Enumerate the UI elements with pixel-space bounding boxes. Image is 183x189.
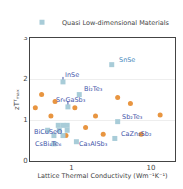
svg-text:Sb₂Te₃: Sb₂Te₃	[122, 113, 143, 121]
svg-text:Lattice Thermal Conductivity (: Lattice Thermal Conductivity (Wm⁻¹K⁻¹)	[37, 172, 167, 180]
svg-text:Quasi Low-dimensional Material: Quasi Low-dimensional Materials	[62, 19, 170, 27]
svg-text:3: 3	[23, 34, 28, 43]
svg-text:10: 10	[147, 164, 156, 172]
svg-text:1: 1	[23, 116, 27, 124]
svg-text:BiCuSeO: BiCuSeO	[34, 128, 62, 136]
svg-text:1: 1	[69, 164, 73, 172]
svg-text:2: 2	[23, 75, 27, 83]
svg-text:SnSe: SnSe	[119, 56, 135, 64]
svg-text:Ca₃AlSb₃: Ca₃AlSb₃	[79, 140, 108, 148]
svg-text:InSe: InSe	[65, 71, 79, 79]
svg-text:CsBi₄Te₆: CsBi₄Te₆	[35, 140, 62, 148]
svg-text:zTᵀₘₐₓ: zTᵀₘₐₓ	[13, 89, 21, 110]
svg-text:CaZn₂Sb₂: CaZn₂Sb₂	[121, 130, 152, 138]
svg-text:0: 0	[23, 157, 27, 165]
svg-text:Bi₂Te₃: Bi₂Te₃	[84, 85, 103, 93]
svg-text:Sr₉GaSb₃: Sr₉GaSb₃	[56, 96, 86, 104]
